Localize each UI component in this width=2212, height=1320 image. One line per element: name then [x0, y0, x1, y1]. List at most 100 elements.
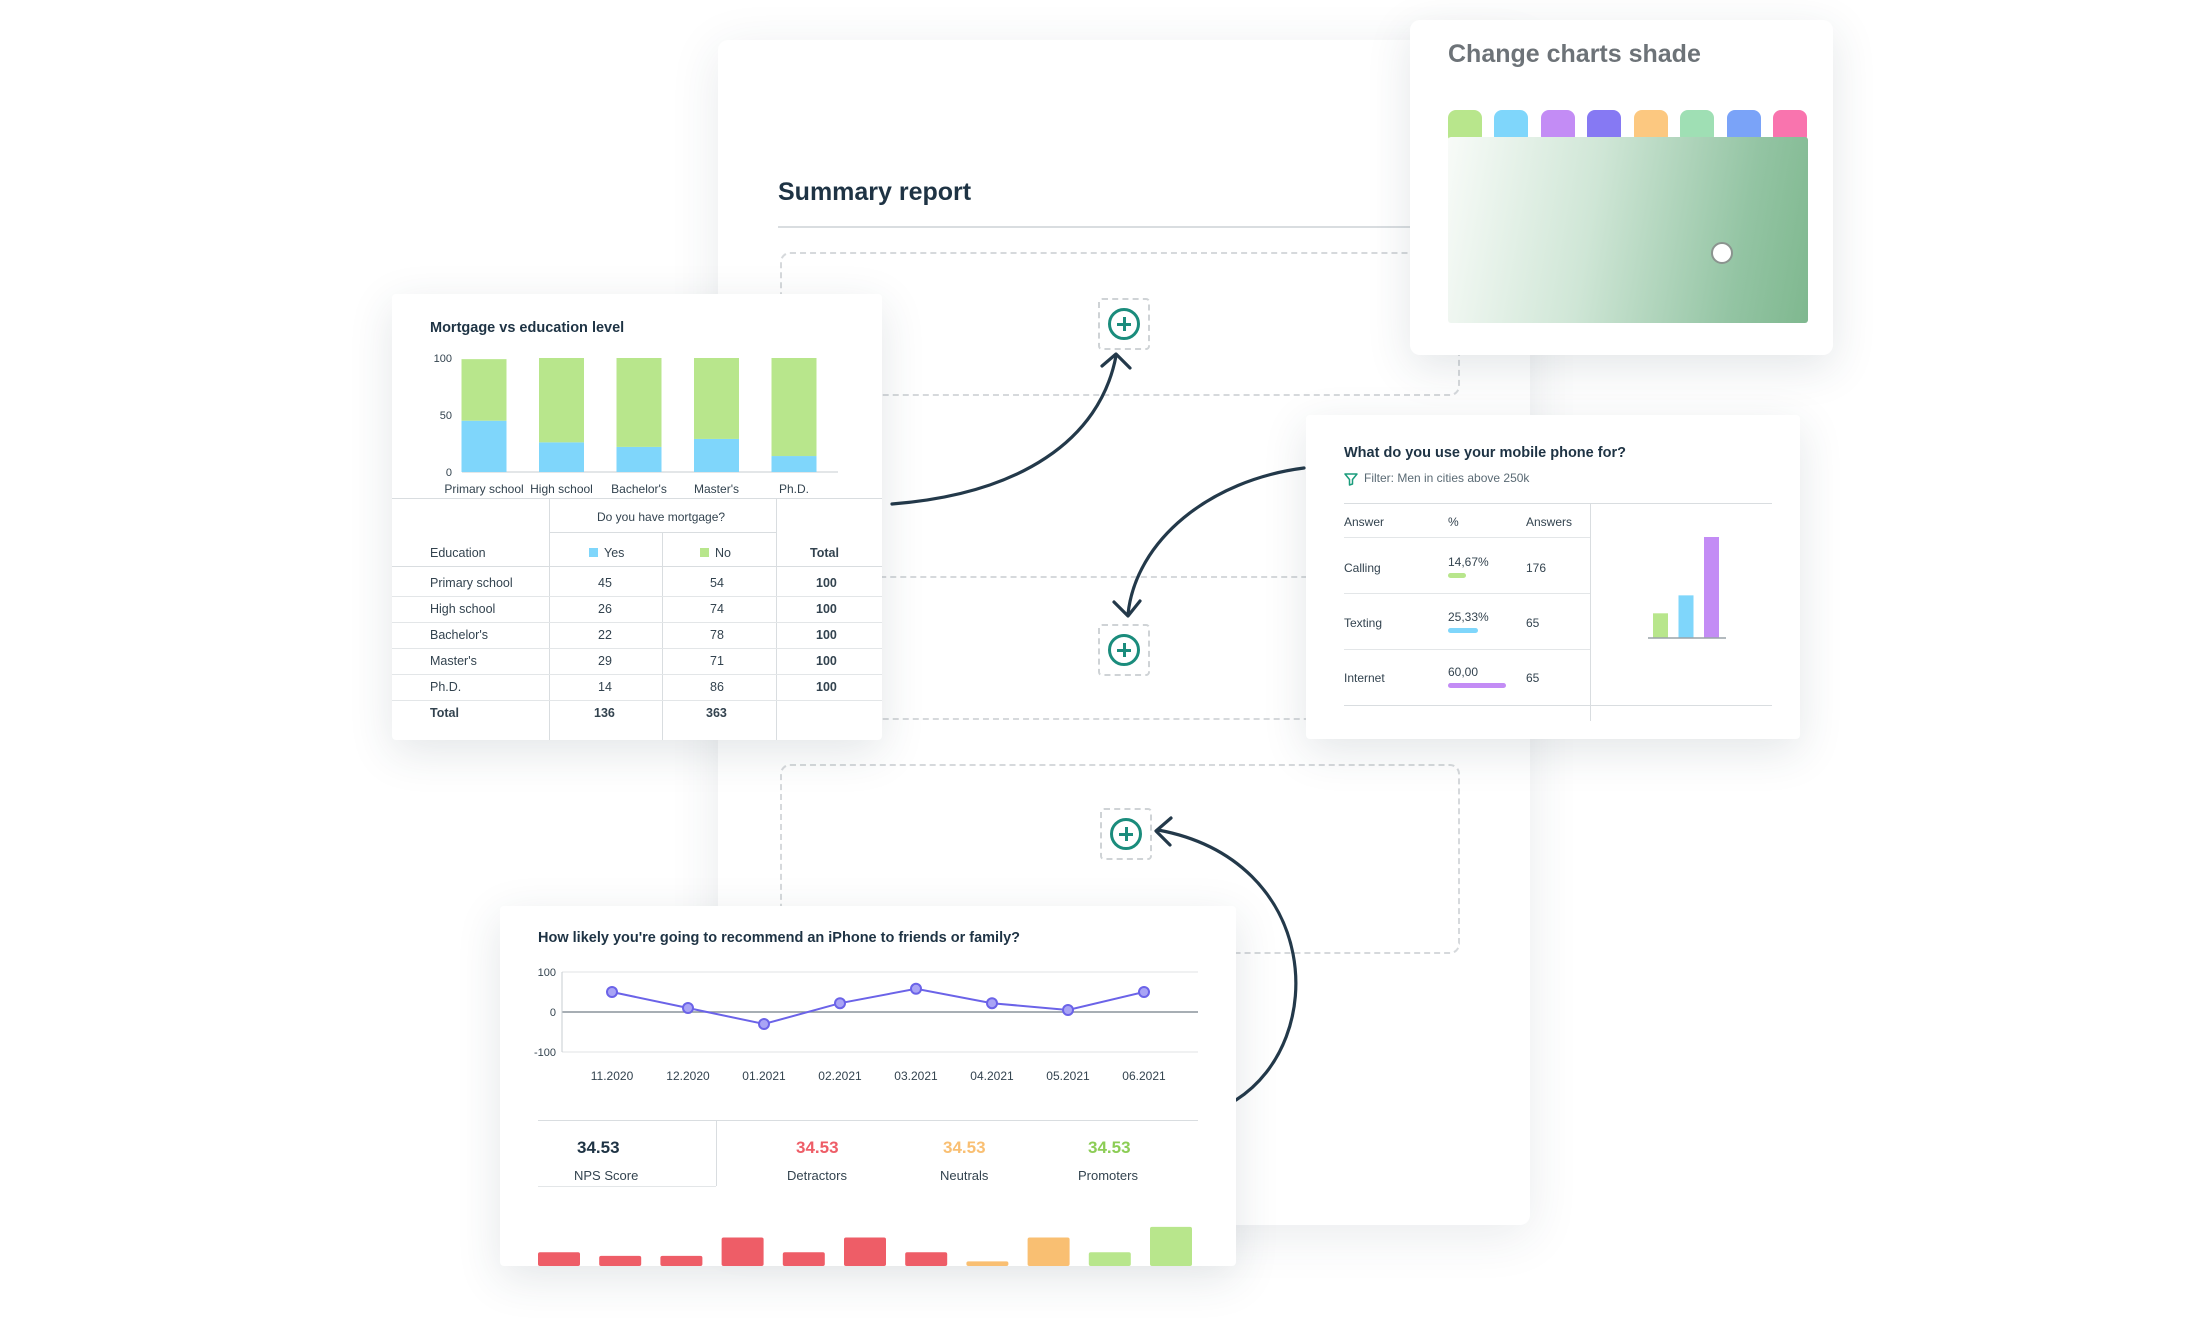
nps-line-chart: 100 0 -100 11.2020 12.2020 01.2021 02.2021 03.2… — [534, 967, 1198, 1083]
table-top-rule — [392, 498, 882, 499]
pct-bar — [1448, 683, 1506, 688]
row-rule — [392, 674, 882, 675]
x-tick-label: 06.2021 — [1122, 1069, 1166, 1083]
row-total: 100 — [816, 602, 837, 616]
row-no: 74 — [710, 602, 724, 616]
table-col-rule-3 — [662, 532, 663, 740]
row-rule — [392, 596, 882, 597]
mobile-header-rule — [1344, 537, 1590, 538]
x-tick-label: 05.2021 — [1046, 1069, 1090, 1083]
data-point — [910, 982, 922, 995]
shade-panel-title: Change charts shade — [1448, 40, 1701, 68]
score-bar-4 — [721, 1237, 764, 1266]
filter-icon — [1344, 473, 1358, 486]
row-label: Bachelor's — [430, 628, 488, 642]
row-total: 100 — [816, 680, 837, 694]
answer-count: 65 — [1526, 616, 1540, 630]
plus-icon — [1108, 634, 1140, 666]
col-answers: Answers — [1526, 515, 1573, 529]
y-tick-label: -100 — [534, 1047, 556, 1059]
add-widget-button-2[interactable] — [1098, 624, 1150, 676]
row-rule — [392, 648, 882, 649]
row-total: 100 — [816, 576, 837, 590]
x-tick-label: 02.2021 — [818, 1069, 862, 1083]
mobile-col-rule — [1590, 503, 1591, 721]
title-divider — [778, 226, 1418, 228]
promoters-value: 34.53 — [1088, 1138, 1131, 1157]
row-yes: 22 — [598, 628, 612, 642]
row-yes: 45 — [598, 576, 612, 590]
row-no: 71 — [710, 654, 724, 668]
mobile-top-rule — [1344, 503, 1772, 504]
nps-score-label: NPS Score — [574, 1168, 639, 1183]
row-rule — [392, 622, 882, 623]
data-point — [834, 997, 846, 1010]
score-bar-5 — [782, 1252, 825, 1266]
data-point — [1138, 986, 1150, 998]
color-gradient-picker[interactable] — [1448, 137, 1808, 323]
pct-bar — [1448, 628, 1478, 633]
row-label: High school — [430, 602, 496, 616]
stacked-bar-yes — [771, 456, 817, 472]
total-row-label: Total — [430, 706, 459, 720]
plus-icon — [1108, 308, 1140, 340]
col-answer: Answer — [1344, 515, 1385, 529]
no-legend-swatch — [700, 548, 709, 557]
answer-pct: 14,67% — [1448, 555, 1489, 569]
score-bar-6 — [844, 1237, 886, 1266]
row-rule — [392, 700, 882, 701]
y-tick-label: 0 — [446, 467, 452, 479]
table-sub-rule — [549, 532, 776, 533]
nps-distribution-chart — [538, 1226, 1192, 1266]
add-widget-button-1[interactable] — [1098, 298, 1150, 350]
mortgage-question: Do you have mortgage? — [597, 510, 726, 524]
score-bar-2 — [599, 1255, 642, 1266]
row-total: 100 — [816, 654, 837, 668]
row-yes: 14 — [598, 680, 612, 694]
mobile-filter: Filter: Men in cities above 250k — [1364, 471, 1530, 485]
x-tick-label: 11.2020 — [591, 1069, 634, 1083]
nps-stats-divider — [716, 1120, 717, 1186]
yes-legend-swatch — [589, 548, 598, 557]
answer-label: Texting — [1344, 616, 1383, 630]
mobile-chart — [1648, 537, 1726, 639]
x-tick-label: Bachelor's — [611, 482, 667, 496]
add-widget-button-3[interactable] — [1100, 808, 1152, 860]
row-total: 100 — [816, 628, 837, 642]
x-tick-label: Primary school — [444, 482, 523, 496]
answer-count: 176 — [1526, 561, 1547, 575]
nps-stats-rule — [538, 1120, 1198, 1121]
total-row-yes: 136 — [594, 706, 615, 720]
x-tick-label: 04.2021 — [970, 1069, 1014, 1083]
mobile-bottom-rule — [1344, 705, 1772, 706]
col-total: Total — [810, 546, 839, 560]
pct-bar — [1448, 573, 1466, 578]
row-rule — [1344, 649, 1590, 650]
plus-icon — [1110, 818, 1142, 850]
score-bar-1 — [538, 1252, 580, 1266]
stacked-bar-yes — [539, 442, 584, 472]
answer-label: Calling — [1344, 561, 1381, 575]
nps-stats-bottom-rule — [538, 1186, 716, 1187]
col-education: Education — [430, 546, 486, 560]
detractors-label: Detractors — [787, 1168, 847, 1183]
stacked-bar-no — [771, 358, 817, 457]
row-label: Primary school — [430, 576, 513, 590]
x-tick-label: 03.2021 — [894, 1069, 938, 1083]
stacked-bar-no — [461, 359, 507, 421]
shade-panel: Change charts shade — [1410, 20, 1833, 355]
row-yes: 26 — [598, 602, 612, 616]
table-col-rule-2 — [776, 498, 777, 740]
bar-texting — [1678, 595, 1694, 638]
y-tick-label: 100 — [538, 967, 556, 979]
x-tick-label: Ph.D. — [779, 482, 809, 496]
nps-title: How likely you're going to recommend an … — [538, 930, 1021, 946]
y-tick-label: 100 — [434, 353, 452, 365]
score-bar-9 — [1027, 1237, 1070, 1266]
table-header-rule — [392, 566, 882, 567]
score-bar-3 — [660, 1255, 703, 1266]
score-bar-11 — [1150, 1226, 1192, 1266]
color-picker-handle[interactable] — [1711, 242, 1733, 264]
mortgage-card: Mortgage vs education level 0 50 100 Primar… — [392, 294, 882, 740]
stacked-bar-no — [694, 358, 739, 439]
